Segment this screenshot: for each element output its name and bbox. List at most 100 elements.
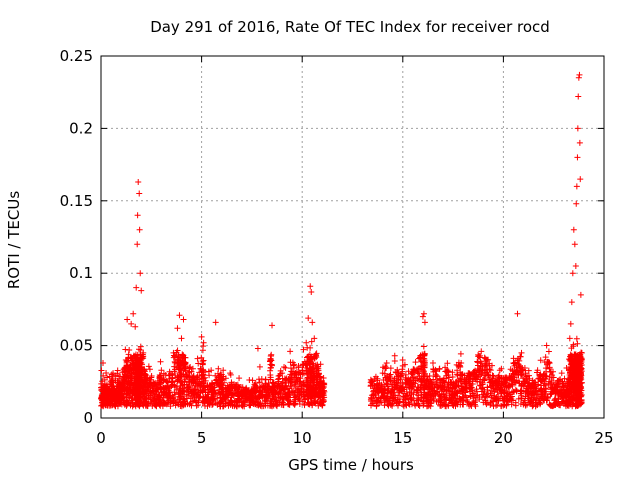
data-point — [137, 270, 144, 277]
data-point — [212, 319, 219, 326]
data-point-cloud — [296, 386, 303, 393]
data-point — [573, 183, 580, 190]
data-point — [128, 320, 135, 327]
data-point-cloud — [171, 363, 178, 370]
data-point — [514, 310, 521, 317]
data-point — [194, 355, 201, 362]
data-point-cloud — [239, 384, 246, 391]
data-point-cloud — [288, 383, 295, 390]
data-point-cloud — [176, 366, 183, 373]
data-point-cloud — [282, 364, 289, 371]
data-point-cloud — [543, 342, 550, 349]
data-point — [136, 190, 143, 197]
data-point-cloud — [227, 371, 234, 378]
data-point — [574, 125, 581, 132]
data-point-cloud — [269, 362, 276, 369]
data-point-cloud — [283, 375, 290, 382]
data-point — [573, 200, 580, 207]
data-point-cloud — [319, 389, 326, 396]
data-point-cloud — [123, 402, 130, 409]
chart-title: Day 291 of 2016, Rate Of TEC Index for r… — [150, 18, 550, 36]
data-point-cloud — [114, 370, 121, 377]
data-point-cloud — [108, 371, 115, 378]
data-point — [309, 319, 316, 326]
data-point-cloud — [292, 393, 299, 400]
data-point — [126, 346, 133, 353]
data-point-cloud — [247, 402, 254, 409]
data-point-cloud — [291, 375, 298, 382]
data-point-cloud — [545, 348, 552, 355]
data-point — [176, 312, 183, 319]
data-point — [180, 316, 187, 323]
data-point-cloud — [200, 375, 207, 382]
data-point-cloud — [142, 395, 149, 402]
data-point-cloud — [256, 363, 263, 370]
data-point-cloud — [249, 377, 256, 384]
data-point-cloud — [167, 370, 174, 377]
data-point-cloud — [99, 378, 106, 385]
data-point — [198, 333, 205, 340]
data-point-cloud — [220, 367, 227, 374]
data-point-cloud — [268, 351, 275, 358]
data-point-cloud — [122, 346, 129, 353]
data-point — [575, 74, 582, 81]
data-point-cloud — [138, 361, 145, 368]
data-point — [576, 71, 583, 78]
data-point — [307, 283, 314, 290]
data-point-cloud — [209, 385, 216, 392]
data-point-cloud — [284, 391, 291, 398]
data-point-cloud — [143, 402, 150, 409]
data-point — [577, 176, 584, 183]
y-tick-label: 0.05 — [60, 337, 93, 355]
data-point-cloud — [255, 395, 262, 402]
data-point — [420, 310, 427, 317]
data-point-cloud — [100, 372, 107, 379]
data-point-cloud — [222, 375, 229, 382]
data-point-cloud — [177, 394, 184, 401]
data-point-cloud — [141, 370, 148, 377]
data-point — [200, 339, 207, 346]
x-tick-label: 15 — [393, 429, 412, 447]
data-point — [130, 310, 137, 317]
x-axis-label: GPS time / hours — [288, 456, 414, 474]
data-point-cloud — [275, 373, 282, 380]
data-point-cloud — [204, 400, 211, 407]
data-point-cloud — [187, 395, 194, 402]
data-point-cloud — [235, 391, 242, 398]
data-point-cloud — [268, 357, 275, 364]
data-point-cloud — [148, 396, 155, 403]
data-point — [133, 284, 140, 291]
data-point-cloud — [156, 394, 163, 401]
data-point-cloud — [236, 375, 243, 382]
data-point-cloud — [210, 396, 217, 403]
data-point-cloud — [267, 367, 274, 374]
data-point-cloud — [391, 357, 398, 364]
x-tick-label: 25 — [594, 429, 613, 447]
data-point — [178, 335, 185, 342]
data-point-cloud — [301, 396, 308, 403]
data-point-cloud — [223, 390, 230, 397]
data-point — [134, 212, 141, 219]
data-point-cloud — [199, 361, 206, 368]
data-point — [124, 316, 131, 323]
data-point-cloud — [209, 402, 216, 409]
data-point-cloud — [138, 360, 145, 367]
data-point-cloud — [182, 365, 189, 372]
data-point — [254, 345, 261, 352]
data-point-cloud — [412, 359, 419, 366]
y-tick-label: 0.2 — [69, 119, 93, 137]
data-point — [134, 241, 141, 248]
data-point — [570, 226, 577, 233]
data-point-cloud — [457, 350, 464, 357]
data-point — [574, 154, 581, 161]
data-point — [421, 319, 428, 326]
data-point-cloud — [287, 376, 294, 383]
data-point-cloud — [175, 374, 182, 381]
data-point-cloud — [247, 393, 254, 400]
data-point-cloud — [281, 363, 288, 370]
data-point-cloud — [295, 362, 302, 369]
data-point — [572, 262, 579, 269]
data-point — [391, 352, 398, 359]
data-point — [287, 348, 294, 355]
